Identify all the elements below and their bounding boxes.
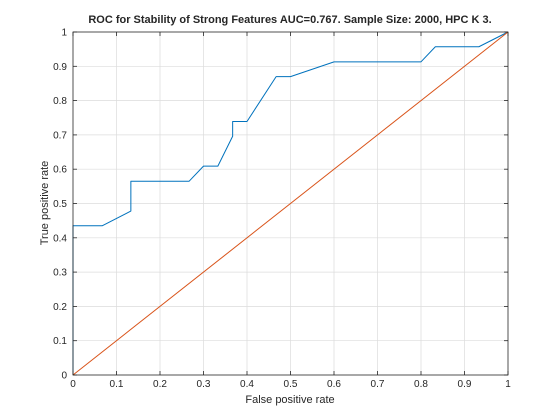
x-tick-label: 0.3 xyxy=(197,379,211,390)
x-tick-label: 0.5 xyxy=(284,379,298,390)
y-tick-label: 0.3 xyxy=(53,268,67,279)
y-tick-label: 0.9 xyxy=(53,62,67,73)
x-tick-label: 1 xyxy=(505,379,511,390)
roc-curve-line xyxy=(72,31,509,375)
y-tick-label: 0.4 xyxy=(53,233,67,244)
diagonal-reference-line xyxy=(72,31,509,376)
y-tick-label: 1 xyxy=(61,28,67,39)
chart-title: ROC for Stability of Strong Features AUC… xyxy=(88,14,491,26)
series-lines xyxy=(72,31,509,376)
x-axis-label: False positive rate xyxy=(245,394,334,406)
x-ticks: 0 0.1 0.2 0.3 0.4 0.5 0.6 0.7 0.8 0.9 1 xyxy=(70,32,511,390)
x-tick-label: 0.4 xyxy=(240,379,254,390)
y-ticks: 0 0.1 0.2 0.3 0.4 0.5 0.6 0.7 0.8 0.9 1 xyxy=(53,28,508,382)
y-tick-label: 0.8 xyxy=(53,96,67,107)
x-tick-label: 0.8 xyxy=(414,379,428,390)
x-tick-label: 0.6 xyxy=(327,379,341,390)
x-tick-label: 0.1 xyxy=(110,379,124,390)
y-tick-label: 0 xyxy=(61,371,67,382)
y-tick-label: 0.6 xyxy=(53,165,67,176)
y-axis-label: True positive rate xyxy=(39,161,51,246)
x-tick-label: 0.9 xyxy=(458,379,472,390)
y-tick-label: 0.5 xyxy=(53,199,67,210)
x-tick-label: 0.7 xyxy=(371,379,385,390)
x-tick-label: 0 xyxy=(70,379,76,390)
y-tick-label: 0.7 xyxy=(53,130,67,141)
y-tick-label: 0.1 xyxy=(53,336,67,347)
x-tick-label: 0.2 xyxy=(153,379,167,390)
y-tick-label: 0.2 xyxy=(53,302,67,313)
